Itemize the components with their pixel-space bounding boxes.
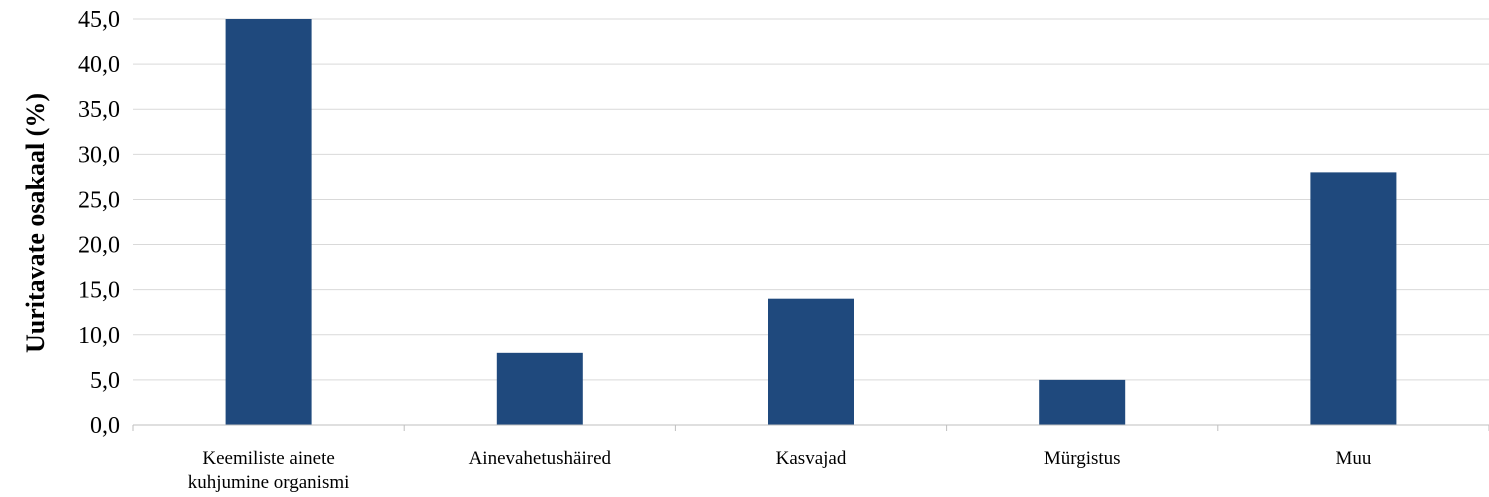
x-category-label: Mürgistus xyxy=(1044,448,1121,469)
bar xyxy=(225,19,312,425)
bars xyxy=(225,19,1397,425)
x-category-label: Ainevahetushäired xyxy=(469,448,612,469)
gridlines xyxy=(133,18,1489,381)
bar xyxy=(1310,172,1397,425)
x-category-labels: Keemiliste ainete kuhjumine organismi Aine… xyxy=(188,448,1372,493)
x-category-label: Kasvajad xyxy=(776,448,847,469)
y-tick-label: 25,0 xyxy=(78,187,120,213)
y-tick-label: 45,0 xyxy=(78,7,120,33)
bar xyxy=(1039,379,1126,425)
y-tick-label: 40,0 xyxy=(78,52,120,78)
y-tick-label: 5,0 xyxy=(90,368,120,394)
y-tick-labels: 0,0 5,0 10,0 15,0 20,0 25,0 30,0 35,0 40,0 45,0 xyxy=(78,7,120,439)
y-tick-label: 0,0 xyxy=(90,413,120,439)
x-category-label: Keemiliste ainete kuhjumine organismi xyxy=(188,448,350,493)
y-tick-label: 10,0 xyxy=(78,323,120,349)
x-axis xyxy=(132,424,1489,431)
y-tick-label: 30,0 xyxy=(78,142,120,168)
bar xyxy=(768,298,854,425)
y-axis-title: Uuritavate osakaal (%) xyxy=(21,93,50,353)
y-tick-label: 20,0 xyxy=(78,233,120,259)
bar xyxy=(496,352,583,425)
x-category-label: Muu xyxy=(1335,448,1371,469)
y-tick-label: 35,0 xyxy=(78,97,120,123)
y-tick-label: 15,0 xyxy=(78,278,120,304)
